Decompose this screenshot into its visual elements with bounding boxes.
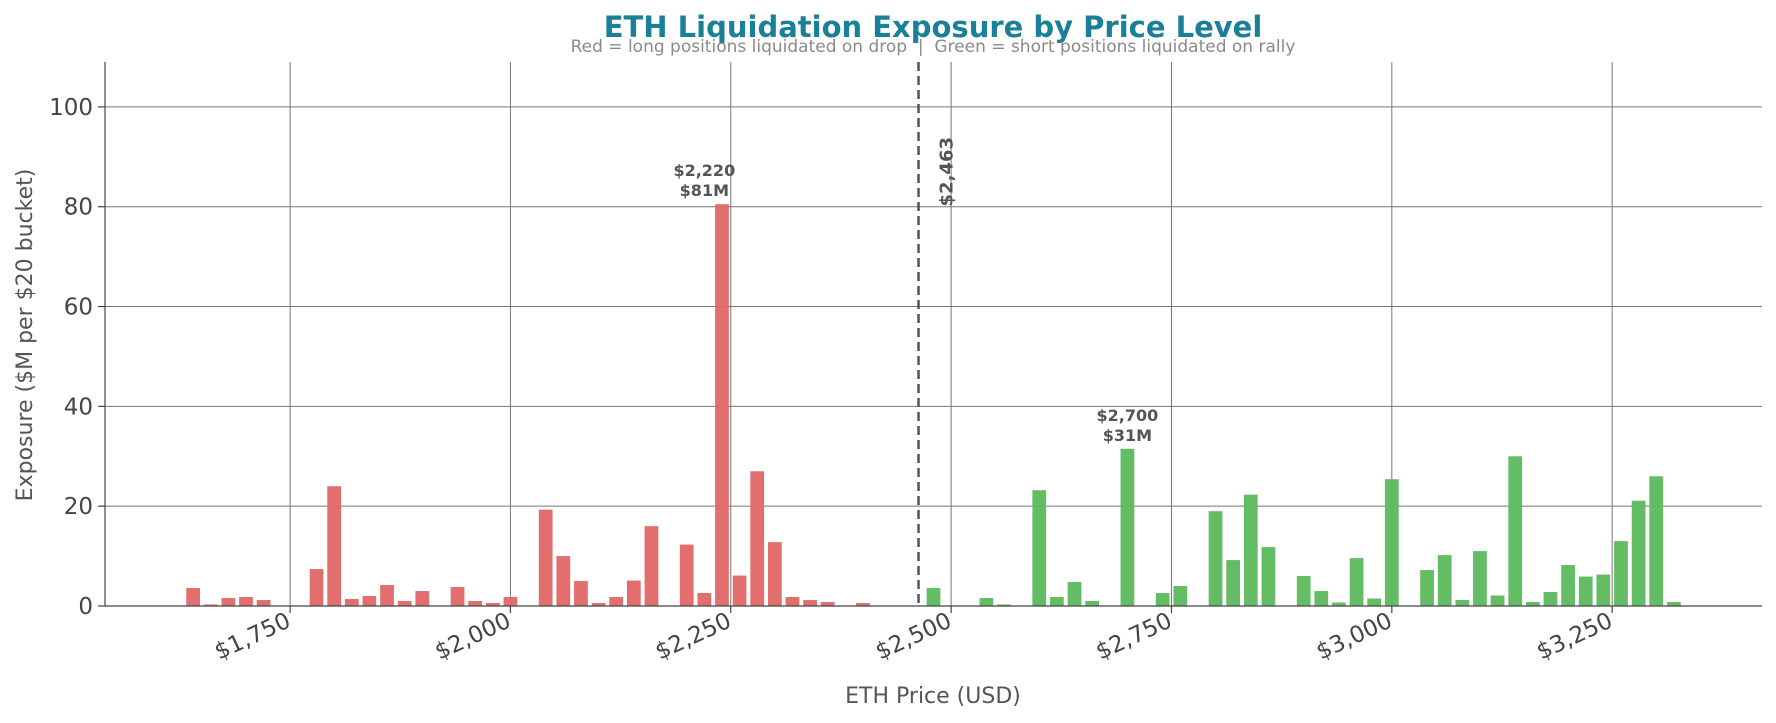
peak-annotation-price: $2,700 [1097,406,1159,425]
short-bar [1367,598,1382,606]
short-bar [1085,601,1100,606]
short-bar [1314,591,1329,606]
short-bar [1226,560,1241,606]
long-bar [591,603,606,606]
short-bar [1490,595,1505,606]
long-bar [715,204,729,606]
annotations-layer: $2,220$81M $2,700$31M [673,161,1158,445]
long-bar [820,602,835,606]
grid-lines [105,62,1762,606]
long-bar [415,591,430,606]
peak-annotation-price: $2,220 [673,161,735,180]
short-bar [1067,582,1082,606]
long-bar [538,509,553,606]
short-bar [1596,574,1611,606]
x-tick-label: $2,250 [651,608,735,666]
short-bar [1050,597,1064,606]
x-tick-label: $2,750 [1092,608,1176,666]
short-bar [1543,592,1558,606]
short-bar [1261,547,1276,606]
long-bar [256,600,271,606]
long-bar [186,588,201,606]
x-tick-label: $2,500 [872,608,956,666]
long-bar [644,526,659,606]
long-bar [362,596,377,606]
chart-title: ETH Liquidation Exposure by Price Level [604,10,1263,44]
bars-layer [186,204,1681,606]
y-tick-label: 20 [64,494,93,520]
long-bar [626,580,641,606]
x-tick-label: $3,250 [1533,608,1617,666]
short-bar [979,598,994,606]
long-bar [309,569,324,606]
short-bar [1525,602,1540,606]
peak-annotation-value: $31M [1103,426,1152,445]
short-bar [1649,476,1664,606]
short-bar [1508,456,1523,606]
long-bar [221,598,236,606]
long-bar [750,471,765,606]
short-bar [1473,551,1487,606]
short-bar [1666,602,1681,606]
long-bar [450,587,465,606]
long-bar [344,599,359,606]
peak-annotation-value: $81M [680,181,729,200]
chart-subtitle: Red = long positions liquidated on drop … [571,37,1296,57]
x-axis-label: ETH Price (USD) [845,684,1021,709]
long-bar [767,542,782,606]
long-bar [380,585,394,606]
short-bar [1631,500,1646,606]
short-bar [1032,490,1047,606]
reference-layer: $2,463 [917,62,958,606]
short-bar [1120,448,1135,606]
long-bar [803,600,817,606]
long-bar [397,601,412,606]
short-bar [1578,576,1593,606]
x-tick-label: $2,000 [431,608,515,666]
short-bar [1208,511,1223,606]
long-bar [679,544,694,606]
current-price-label: $2,463 [937,137,958,206]
x-tick-label: $3,000 [1312,608,1396,666]
short-bar [1349,558,1364,606]
long-bar [785,597,800,606]
y-tick-label: 100 [49,95,93,121]
long-bar [574,581,588,606]
short-bar [1173,586,1188,606]
short-bar [1296,576,1311,606]
y-axis-label: Exposure ($M per $20 bucket) [13,169,38,502]
short-bar [1455,600,1470,606]
long-bar [239,597,253,606]
short-bar [1420,570,1434,606]
short-bar [1243,494,1258,606]
short-bar [1332,602,1346,606]
y-tick-label: 80 [64,195,93,221]
short-bar [1437,555,1452,606]
long-bar [697,593,712,606]
long-bar [485,603,500,606]
long-bar [732,575,747,606]
long-bar [609,597,624,606]
short-bar [926,588,941,606]
y-tick-label: 0 [78,594,93,620]
short-bar [1614,541,1628,606]
short-bar [1155,593,1170,606]
long-bar [468,601,483,606]
long-bar [203,604,218,606]
long-bar [556,556,571,606]
short-bar [1561,565,1575,606]
long-bar [503,597,518,606]
y-tick-label: 60 [64,295,93,321]
long-bar [327,486,342,606]
y-tick-label: 40 [64,394,93,420]
short-bar [997,604,1011,606]
short-bar [1384,479,1399,606]
axes: 0 20 40 60 80 100 $1,750 $2,000 $2,250 $2,500 $2,7… [49,62,1762,665]
long-bar [856,603,870,606]
x-tick-label: $1,750 [211,608,295,666]
